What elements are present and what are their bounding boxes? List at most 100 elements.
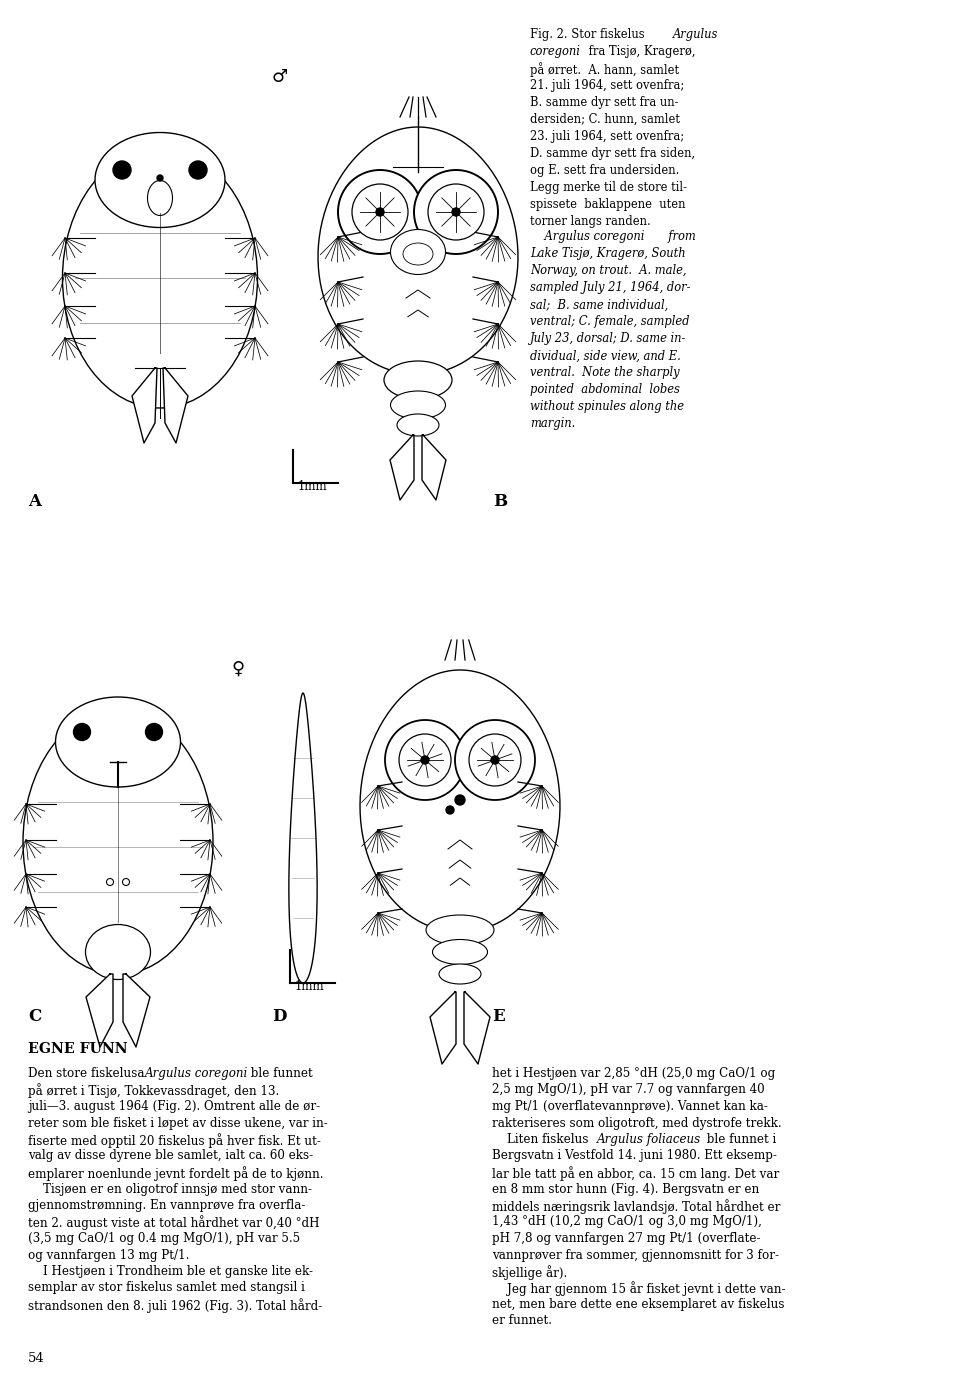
Circle shape <box>123 878 130 885</box>
Text: A: A <box>28 493 41 510</box>
Polygon shape <box>430 992 456 1063</box>
Circle shape <box>385 720 465 800</box>
Text: reter som ble fisket i løpet av disse ukene, var in-: reter som ble fisket i løpet av disse uk… <box>28 1116 327 1130</box>
Polygon shape <box>289 693 317 983</box>
Text: fra Tisjø, Kragerø,: fra Tisjø, Kragerø, <box>585 46 695 58</box>
Ellipse shape <box>397 414 439 436</box>
Text: pointed  abdominal  lobes: pointed abdominal lobes <box>530 384 680 396</box>
Circle shape <box>376 209 384 215</box>
Text: juli—3. august 1964 (Fig. 2). Omtrent alle de ør-: juli—3. august 1964 (Fig. 2). Omtrent al… <box>28 1101 320 1113</box>
Text: ventral.  Note the sharply: ventral. Note the sharply <box>530 366 680 380</box>
Text: margin.: margin. <box>530 417 575 431</box>
Ellipse shape <box>85 924 151 979</box>
Circle shape <box>421 755 429 764</box>
Text: strandsonen den 8. juli 1962 (Fig. 3). Total hård-: strandsonen den 8. juli 1962 (Fig. 3). T… <box>28 1298 323 1313</box>
Text: sampled July 21, 1964, dor-: sampled July 21, 1964, dor- <box>530 282 690 294</box>
Text: coregoni: coregoni <box>530 46 581 58</box>
Circle shape <box>446 807 454 813</box>
Circle shape <box>455 795 465 805</box>
Circle shape <box>113 162 131 180</box>
Circle shape <box>491 755 499 764</box>
Circle shape <box>107 878 113 885</box>
Text: 1mm: 1mm <box>298 481 327 493</box>
Ellipse shape <box>62 148 257 407</box>
Text: valg av disse dyrene ble samlet, ialt ca. 60 eks-: valg av disse dyrene ble samlet, ialt ca… <box>28 1149 313 1163</box>
Text: Argulus foliaceus: Argulus foliaceus <box>597 1132 701 1146</box>
Text: ♀: ♀ <box>231 660 245 678</box>
Circle shape <box>338 170 422 254</box>
Text: og E. sett fra undersiden.: og E. sett fra undersiden. <box>530 164 680 177</box>
Ellipse shape <box>56 697 180 787</box>
Text: middels næringsrik lavlandsjø. Total hårdhet er: middels næringsrik lavlandsjø. Total hår… <box>492 1199 780 1214</box>
Text: het i Hestjøen var 2,85 °dH (25,0 mg CaO/1 og: het i Hestjøen var 2,85 °dH (25,0 mg CaO… <box>492 1068 776 1080</box>
Text: C: C <box>28 1008 41 1025</box>
Text: gjennomstrømning. En vannprøve fra overfla-: gjennomstrømning. En vannprøve fra overf… <box>28 1199 305 1213</box>
Text: er funnet.: er funnet. <box>492 1315 552 1327</box>
Text: EGNE FUNN: EGNE FUNN <box>28 1043 128 1056</box>
Text: mg Pt/1 (overflatevannprøve). Vannet kan ka-: mg Pt/1 (overflatevannprøve). Vannet kan… <box>492 1101 768 1113</box>
Ellipse shape <box>148 181 173 215</box>
Ellipse shape <box>95 133 225 228</box>
Text: ten 2. august viste at total hårdhet var 0,40 °dH: ten 2. august viste at total hårdhet var… <box>28 1215 320 1230</box>
Ellipse shape <box>384 360 452 399</box>
Ellipse shape <box>439 964 481 985</box>
Polygon shape <box>123 974 150 1047</box>
Text: net, men bare dette ene eksemplaret av fiskelus: net, men bare dette ene eksemplaret av f… <box>492 1298 784 1311</box>
Polygon shape <box>132 367 157 443</box>
Circle shape <box>399 733 451 786</box>
Circle shape <box>428 184 484 240</box>
Text: D. samme dyr sett fra siden,: D. samme dyr sett fra siden, <box>530 146 695 160</box>
Text: Argulus coregoni: Argulus coregoni <box>530 231 644 243</box>
Ellipse shape <box>391 391 445 418</box>
Polygon shape <box>464 992 490 1063</box>
Text: 21. juli 1964, sett ovenfra;: 21. juli 1964, sett ovenfra; <box>530 79 684 93</box>
Ellipse shape <box>433 939 488 964</box>
Polygon shape <box>422 435 446 500</box>
Text: from: from <box>661 231 696 243</box>
Text: I Hestjøen i Trondheim ble et ganske lite ek-: I Hestjøen i Trondheim ble et ganske lit… <box>28 1265 313 1277</box>
Text: 1,43 °dH (10,2 mg CaO/1 og 3,0 mg MgO/1),: 1,43 °dH (10,2 mg CaO/1 og 3,0 mg MgO/1)… <box>492 1215 762 1229</box>
Circle shape <box>414 170 498 254</box>
Text: Lake Tisjø, Kragerø, South: Lake Tisjø, Kragerø, South <box>530 247 685 260</box>
Text: 1mm: 1mm <box>295 981 324 993</box>
Text: torner langs randen.: torner langs randen. <box>530 215 651 228</box>
Text: spissete  baklappene  uten: spissete baklappene uten <box>530 197 685 211</box>
Text: Jeg har gjennom 15 år fisket jevnt i dette van-: Jeg har gjennom 15 år fisket jevnt i det… <box>492 1282 785 1297</box>
Text: Den store fiskelusa: Den store fiskelusa <box>28 1068 148 1080</box>
Text: ble funnet: ble funnet <box>247 1068 313 1080</box>
Text: lar ble tatt på en abbor, ca. 15 cm lang. Det var: lar ble tatt på en abbor, ca. 15 cm lang… <box>492 1166 780 1181</box>
Circle shape <box>157 175 163 181</box>
Polygon shape <box>390 435 414 500</box>
Text: Argulus coregoni: Argulus coregoni <box>145 1068 249 1080</box>
Text: sal;  B. same individual,: sal; B. same individual, <box>530 298 668 311</box>
Circle shape <box>455 720 535 800</box>
Text: Fig. 2. Stor fiskelus: Fig. 2. Stor fiskelus <box>530 28 648 41</box>
Text: 54: 54 <box>28 1352 45 1364</box>
Text: på ørret.  A. hann, samlet: på ørret. A. hann, samlet <box>530 62 679 77</box>
Text: B: B <box>493 493 507 510</box>
Circle shape <box>146 724 162 740</box>
Text: July 23, dorsal; D. same in-: July 23, dorsal; D. same in- <box>530 333 686 345</box>
Polygon shape <box>86 974 113 1047</box>
Circle shape <box>189 162 207 180</box>
Text: rakteriseres som oligotroft, med dystrofe trekk.: rakteriseres som oligotroft, med dystrof… <box>492 1116 781 1130</box>
Text: ♂: ♂ <box>272 68 288 86</box>
Text: Liten fiskelus: Liten fiskelus <box>492 1132 592 1146</box>
Text: en 8 mm stor hunn (Fig. 4). Bergsvatn er en: en 8 mm stor hunn (Fig. 4). Bergsvatn er… <box>492 1182 759 1196</box>
Text: (3,5 mg CaO/1 og 0.4 mg MgO/1), pH var 5.5: (3,5 mg CaO/1 og 0.4 mg MgO/1), pH var 5… <box>28 1232 300 1246</box>
Text: without spinules along the: without spinules along the <box>530 400 684 413</box>
Text: pH 7,8 og vannfargen 27 mg Pt/1 (overflate-: pH 7,8 og vannfargen 27 mg Pt/1 (overfla… <box>492 1232 760 1246</box>
Text: Tisjøen er en oligotrof innsjø med stor vann-: Tisjøen er en oligotrof innsjø med stor … <box>28 1182 312 1196</box>
Text: 23. juli 1964, sett ovenfra;: 23. juli 1964, sett ovenfra; <box>530 130 684 144</box>
Circle shape <box>352 184 408 240</box>
Text: Bergsvatn i Vestfold 14. juni 1980. Ett eksemp-: Bergsvatn i Vestfold 14. juni 1980. Ett … <box>492 1149 777 1163</box>
Text: og vannfargen 13 mg Pt/1.: og vannfargen 13 mg Pt/1. <box>28 1248 189 1261</box>
Circle shape <box>469 733 521 786</box>
Polygon shape <box>318 127 518 374</box>
Text: dividual, side view, and E.: dividual, side view, and E. <box>530 349 681 362</box>
Text: Legg merke til de store til-: Legg merke til de store til- <box>530 181 687 193</box>
Text: vannprøver fra sommer, gjennomsnitt for 3 for-: vannprøver fra sommer, gjennomsnitt for … <box>492 1248 779 1261</box>
Text: E: E <box>492 1008 505 1025</box>
Ellipse shape <box>391 229 445 275</box>
Polygon shape <box>163 367 188 443</box>
